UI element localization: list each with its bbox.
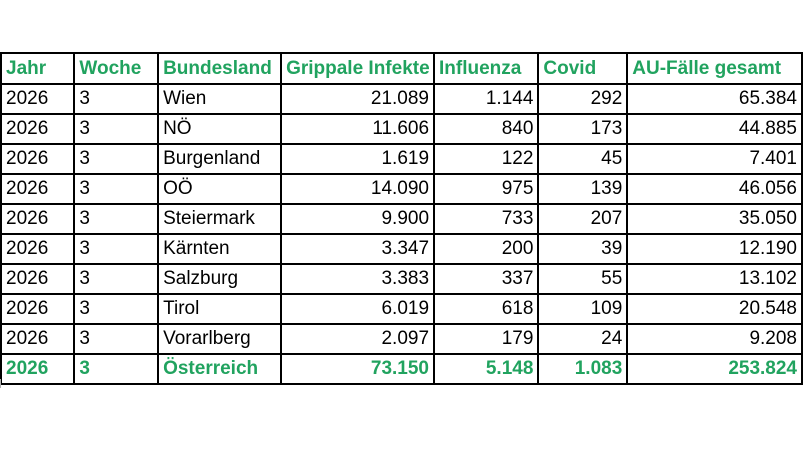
table-row-7-cell-5[interactable]: 109: [537, 293, 629, 325]
table-row-6-cell-0[interactable]: 2026: [0, 263, 76, 295]
table-row-7-cell-6[interactable]: 20.548: [626, 293, 803, 325]
table-row-0-cell-0[interactable]: 2026: [0, 83, 76, 115]
total-row-cell-1[interactable]: 3: [73, 353, 160, 385]
total-row-cell-4[interactable]: 5.148: [433, 353, 540, 385]
column-header-2[interactable]: Bundesland: [157, 52, 283, 85]
partial-gridline: [0, 379, 1, 388]
table-row-3-cell-0[interactable]: 2026: [0, 173, 76, 205]
table-row-8-cell-3[interactable]: 2.097: [280, 323, 436, 355]
table-row-3-cell-1[interactable]: 3: [73, 173, 160, 205]
table-row-4-cell-4[interactable]: 733: [433, 203, 540, 235]
table-row-2-cell-2[interactable]: Burgenland: [157, 143, 283, 175]
table-row-6-cell-3[interactable]: 3.383: [280, 263, 436, 295]
total-row-cell-6[interactable]: 253.824: [626, 353, 803, 385]
table-row-1-cell-6[interactable]: 44.885: [626, 113, 803, 145]
table-row-2-cell-3[interactable]: 1.619: [280, 143, 436, 175]
total-row-cell-5[interactable]: 1.083: [537, 353, 629, 385]
table-row-4-cell-0[interactable]: 2026: [0, 203, 76, 235]
table-row-0-cell-1[interactable]: 3: [73, 83, 160, 115]
total-row-cell-3[interactable]: 73.150: [280, 353, 436, 385]
table-row-2: 2026 3 Burgenland 1.619 122 45 7.401: [0, 143, 803, 175]
table-row-4: 2026 3 Steiermark 9.900 733 207 35.050: [0, 203, 803, 235]
column-header-6[interactable]: AU-Fälle gesamt: [626, 52, 803, 85]
table-row-0-cell-5[interactable]: 292: [537, 83, 629, 115]
table-row-7-cell-4[interactable]: 618: [433, 293, 540, 325]
table-row-0-cell-2[interactable]: Wien: [157, 83, 283, 115]
table-row-7-cell-1[interactable]: 3: [73, 293, 160, 325]
table-row-5-cell-2[interactable]: Kärnten: [157, 233, 283, 265]
table-row-3-cell-3[interactable]: 14.090: [280, 173, 436, 205]
table-row-1-cell-2[interactable]: NÖ: [157, 113, 283, 145]
table-row-8-cell-1[interactable]: 3: [73, 323, 160, 355]
table-row-4-cell-5[interactable]: 207: [537, 203, 629, 235]
table-row-7: 2026 3 Tirol 6.019 618 109 20.548: [0, 293, 803, 325]
table-row-8-cell-2[interactable]: Vorarlberg: [157, 323, 283, 355]
table-row-1-cell-1[interactable]: 3: [73, 113, 160, 145]
table-row-0-cell-6[interactable]: 65.384: [626, 83, 803, 115]
table-row-5: 2026 3 Kärnten 3.347 200 39 12.190: [0, 233, 803, 265]
column-header-0[interactable]: Jahr: [0, 52, 76, 85]
table-row-3-cell-4[interactable]: 975: [433, 173, 540, 205]
table-row-1-cell-4[interactable]: 840: [433, 113, 540, 145]
table-row-3-cell-6[interactable]: 46.056: [626, 173, 803, 205]
table-row-6-cell-1[interactable]: 3: [73, 263, 160, 295]
table-row-6-cell-5[interactable]: 55: [537, 263, 629, 295]
table-row-2-cell-4[interactable]: 122: [433, 143, 540, 175]
table-row-5-cell-6[interactable]: 12.190: [626, 233, 803, 265]
table-row-7-cell-2[interactable]: Tirol: [157, 293, 283, 325]
column-header-5[interactable]: Covid: [537, 52, 629, 85]
total-row-cell-0[interactable]: 2026: [0, 353, 76, 385]
table-row-0-cell-3[interactable]: 21.089: [280, 83, 436, 115]
column-header-1[interactable]: Woche: [73, 52, 160, 85]
table-row-3: 2026 3 OÖ 14.090 975 139 46.056: [0, 173, 803, 205]
table-row-7-cell-0[interactable]: 2026: [0, 293, 76, 325]
table-row-1-cell-5[interactable]: 173: [537, 113, 629, 145]
table-row-3-cell-5[interactable]: 139: [537, 173, 629, 205]
table-row-2-cell-6[interactable]: 7.401: [626, 143, 803, 175]
table-row-6-cell-6[interactable]: 13.102: [626, 263, 803, 295]
table-row-4-cell-1[interactable]: 3: [73, 203, 160, 235]
table-row-4-cell-3[interactable]: 9.900: [280, 203, 436, 235]
table-body: 2026 3 Wien 21.089 1.144 292 65.384 2026 3 NÖ 11.6…: [0, 83, 803, 385]
table-row-5-cell-0[interactable]: 2026: [0, 233, 76, 265]
table-row-4-cell-2[interactable]: Steiermark: [157, 203, 283, 235]
table-row-1-cell-3[interactable]: 11.606: [280, 113, 436, 145]
table-row-5-cell-4[interactable]: 200: [433, 233, 540, 265]
table-row-5-cell-3[interactable]: 3.347: [280, 233, 436, 265]
table-row-8-cell-6[interactable]: 9.208: [626, 323, 803, 355]
influenza-stats-table: Jahr Woche Bundesland Grippale Infekte Influ…: [0, 52, 803, 385]
column-header-4[interactable]: Influenza: [433, 52, 540, 85]
header-row: Jahr Woche Bundesland Grippale Infekte Influ…: [0, 52, 803, 85]
table-row-1-cell-0[interactable]: 2026: [0, 113, 76, 145]
table-row-5-cell-1[interactable]: 3: [73, 233, 160, 265]
table-row-6-cell-4[interactable]: 337: [433, 263, 540, 295]
total-row-cell-2[interactable]: Österreich: [157, 353, 283, 385]
table-row-6-cell-2[interactable]: Salzburg: [157, 263, 283, 295]
table-row-8-cell-4[interactable]: 179: [433, 323, 540, 355]
table-row-2-cell-0[interactable]: 2026: [0, 143, 76, 175]
table-row-4-cell-6[interactable]: 35.050: [626, 203, 803, 235]
total-row: 2026 3 Österreich 73.150 5.148 1.083 253.824: [0, 353, 803, 385]
table-row-6: 2026 3 Salzburg 3.383 337 55 13.102: [0, 263, 803, 295]
table-row-8: 2026 3 Vorarlberg 2.097 179 24 9.208: [0, 323, 803, 355]
table-row-1: 2026 3 NÖ 11.606 840 173 44.885: [0, 113, 803, 145]
table-row-2-cell-5[interactable]: 45: [537, 143, 629, 175]
table-row-0-cell-4[interactable]: 1.144: [433, 83, 540, 115]
table-row-8-cell-0[interactable]: 2026: [0, 323, 76, 355]
column-header-3[interactable]: Grippale Infekte: [280, 52, 436, 85]
table-row-2-cell-1[interactable]: 3: [73, 143, 160, 175]
table-row-5-cell-5[interactable]: 39: [537, 233, 629, 265]
table-row-3-cell-2[interactable]: OÖ: [157, 173, 283, 205]
table-row-7-cell-3[interactable]: 6.019: [280, 293, 436, 325]
table-row-8-cell-5[interactable]: 24: [537, 323, 629, 355]
table-row-0: 2026 3 Wien 21.089 1.144 292 65.384: [0, 83, 803, 115]
